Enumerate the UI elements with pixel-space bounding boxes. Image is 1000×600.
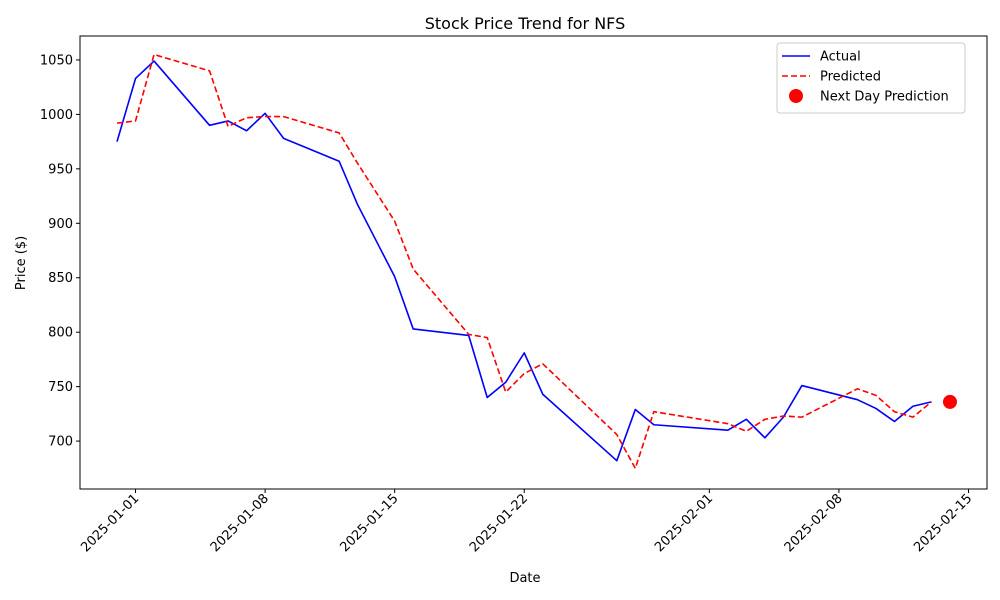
y-tick-label: 950 bbox=[48, 162, 73, 177]
x-tick-label: 2025-02-15 bbox=[911, 491, 975, 555]
y-tick-label: 1000 bbox=[40, 108, 73, 123]
y-tick-label: 850 bbox=[48, 271, 73, 286]
legend-label-actual: Actual bbox=[820, 50, 861, 65]
legend-label-next-day-prediction: Next Day Prediction bbox=[820, 90, 949, 105]
chart-title: Stock Price Trend for NFS bbox=[425, 14, 626, 33]
x-tick-label: 2025-01-22 bbox=[467, 491, 531, 555]
actual-line bbox=[116, 60, 932, 462]
plot-area bbox=[116, 53, 957, 470]
x-tick-label: 2025-01-15 bbox=[337, 491, 401, 555]
y-tick-label: 800 bbox=[48, 326, 73, 341]
y-axis: 700 750 800 850 900 950 1000 1050 bbox=[40, 53, 80, 450]
plot-frame bbox=[79, 35, 988, 490]
y-axis-title: Price ($) bbox=[14, 236, 29, 290]
x-tick-label: 2025-01-08 bbox=[208, 491, 272, 555]
legend-box bbox=[776, 42, 966, 114]
x-axis-title: Date bbox=[509, 571, 540, 586]
predicted-line bbox=[116, 53, 932, 470]
x-axis: 2025-01-01 2025-01-08 2025-01-15 2025-01-22… bbox=[78, 489, 975, 555]
x-tick-label: 2025-02-08 bbox=[782, 491, 846, 555]
x-tick-label: 2025-02-01 bbox=[652, 491, 716, 555]
x-tick-label: 2025-01-01 bbox=[78, 491, 142, 555]
y-tick-label: 700 bbox=[48, 435, 73, 450]
y-tick-label: 900 bbox=[48, 217, 73, 232]
y-tick-label: 1050 bbox=[40, 53, 73, 68]
legend-swatch-next-day-prediction bbox=[789, 89, 803, 103]
y-tick-label: 750 bbox=[48, 380, 73, 395]
legend: Actual Predicted Next Day Prediction bbox=[776, 42, 966, 114]
next-day-prediction-point bbox=[942, 394, 957, 409]
legend-label-predicted: Predicted bbox=[820, 70, 881, 85]
